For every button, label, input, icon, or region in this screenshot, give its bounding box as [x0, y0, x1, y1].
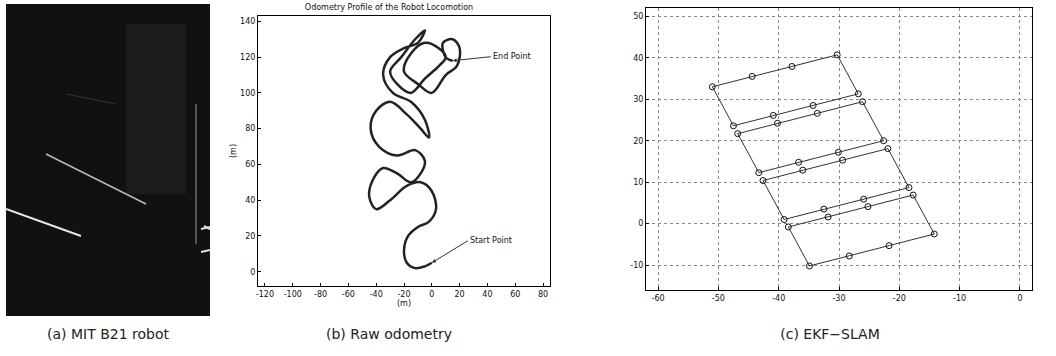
html-text:(b) Raw odometry: (b) Raw odometry — [326, 326, 452, 342]
svg-text:-50: -50 — [712, 294, 725, 303]
svg-text:-30: -30 — [832, 294, 845, 303]
svg-text:0: 0 — [250, 268, 255, 277]
svg-text:-120: -120 — [256, 290, 274, 299]
svg-text:20: 20 — [633, 137, 643, 146]
svg-text:10: 10 — [633, 178, 643, 187]
svg-text:120: 120 — [240, 53, 255, 62]
html-text:(a) MIT B21 robot: (a) MIT B21 robot — [47, 326, 169, 342]
svg-text:60: 60 — [245, 160, 255, 169]
svg-text:60: 60 — [510, 290, 520, 299]
svg-text:-10: -10 — [953, 294, 966, 303]
svg-text:End Point: End Point — [493, 52, 531, 61]
svg-text:40: 40 — [482, 290, 492, 299]
svg-text:-100: -100 — [284, 290, 302, 299]
svg-text:20: 20 — [245, 232, 255, 241]
svg-text:0: 0 — [638, 219, 643, 228]
svg-text:140: 140 — [240, 17, 255, 26]
svg-text:-60: -60 — [342, 290, 355, 299]
svg-text:80: 80 — [245, 124, 255, 133]
svg-text:20: 20 — [455, 290, 465, 299]
svg-text:Odometry Profile of the Robot: Odometry Profile of the Robot Locomotion — [305, 3, 473, 12]
svg-text:100: 100 — [240, 89, 255, 98]
svg-text:40: 40 — [245, 196, 255, 205]
svg-text:0: 0 — [1017, 294, 1022, 303]
svg-text:(m): (m) — [229, 144, 238, 158]
html-text:(c) EKF−SLAM: (c) EKF−SLAM — [780, 326, 880, 342]
svg-text:30: 30 — [633, 95, 643, 104]
svg-text:-60: -60 — [652, 294, 665, 303]
svg-text:-10: -10 — [630, 261, 643, 270]
svg-text:-40: -40 — [370, 290, 383, 299]
svg-text:Start Point: Start Point — [470, 236, 512, 245]
svg-text:40: 40 — [633, 54, 643, 63]
svg-text:-40: -40 — [772, 294, 785, 303]
svg-text:-20: -20 — [397, 290, 410, 299]
svg-text:-80: -80 — [314, 290, 327, 299]
svg-text:0: 0 — [429, 290, 434, 299]
svg-text:(m): (m) — [397, 299, 411, 308]
svg-text:-20: -20 — [893, 294, 906, 303]
svg-text:80: 80 — [538, 290, 548, 299]
svg-text:50: 50 — [633, 12, 643, 21]
